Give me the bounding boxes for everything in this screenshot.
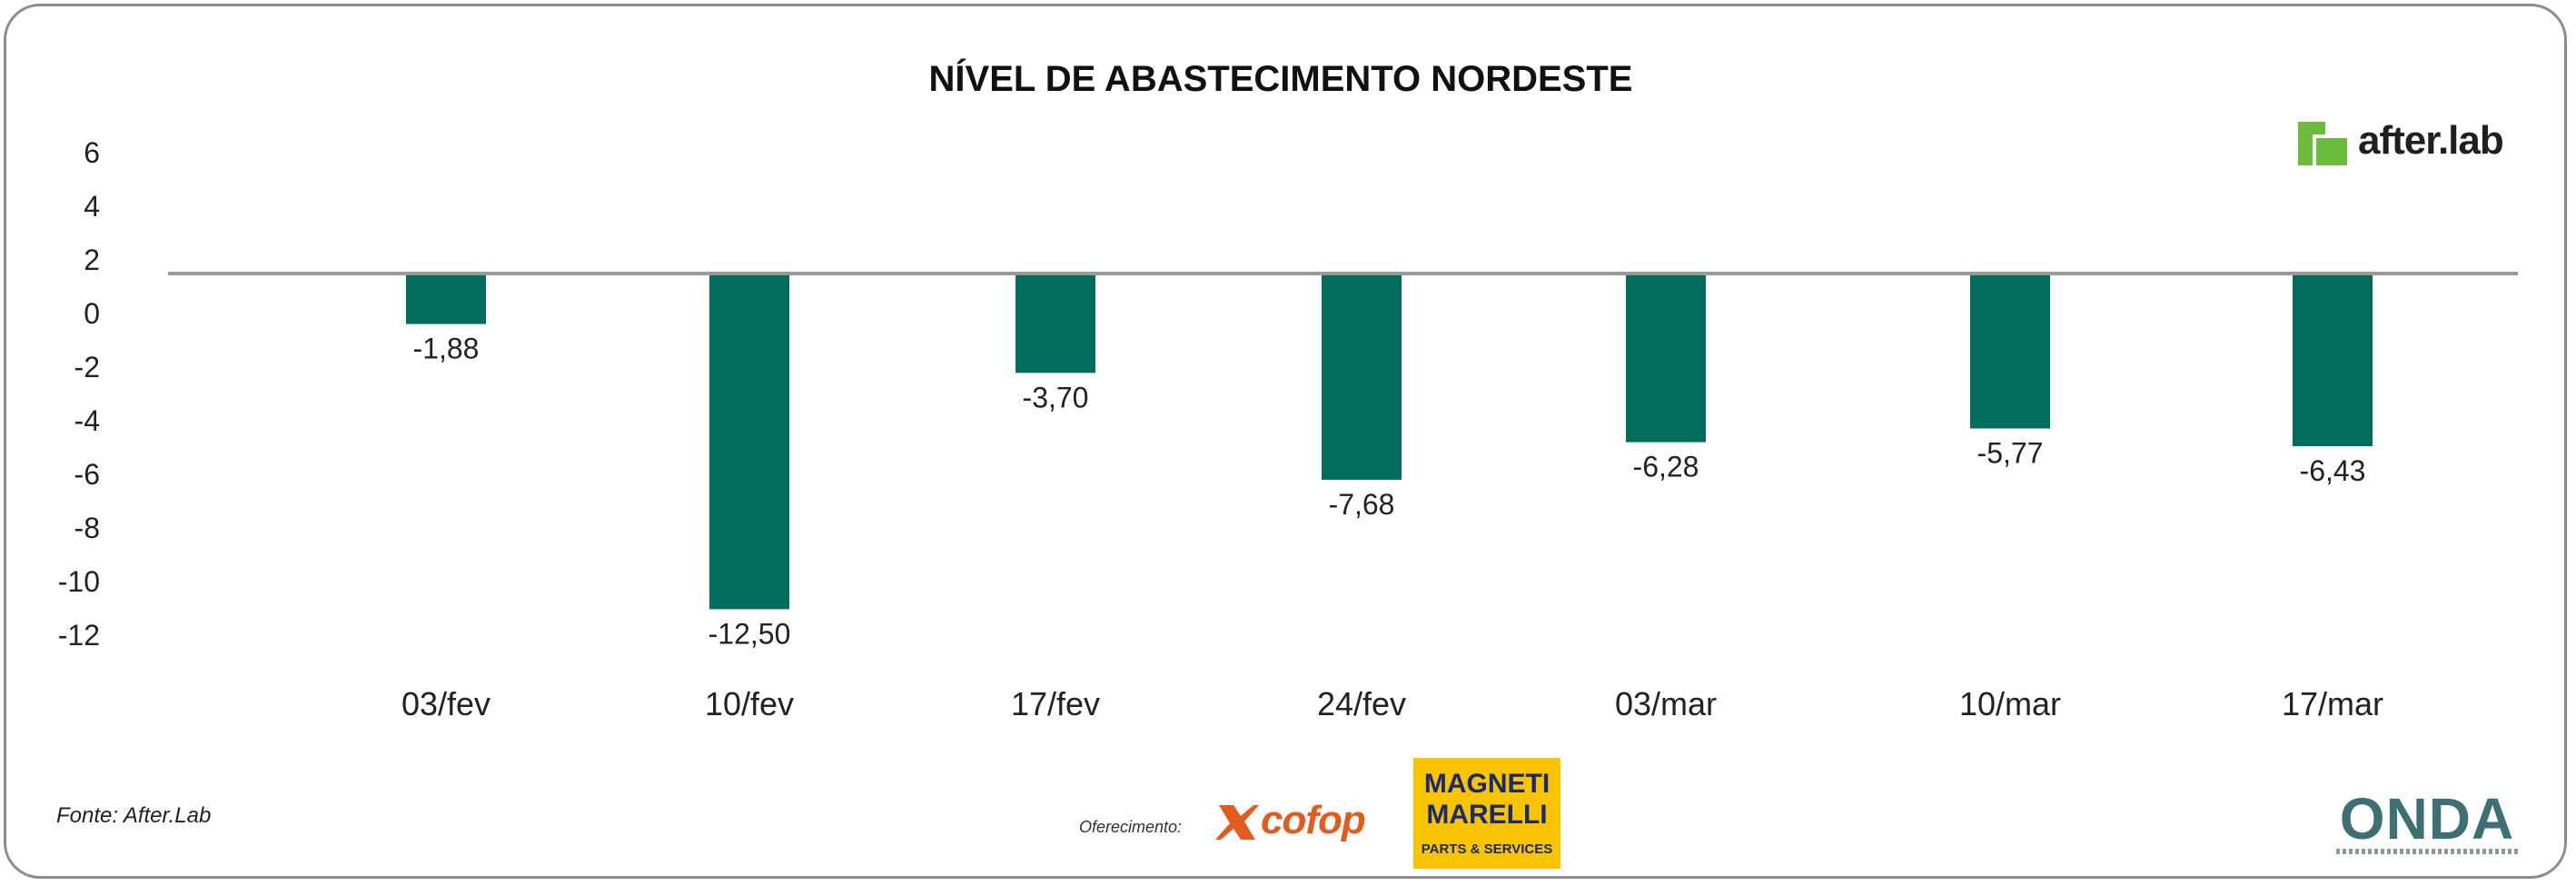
bars bbox=[406, 274, 2373, 610]
afterlab-wordmark: after.lab bbox=[2358, 118, 2504, 163]
bar bbox=[1626, 274, 1706, 443]
bar bbox=[1016, 274, 1095, 373]
source-note: Fonte: After.Lab bbox=[56, 803, 212, 828]
parts-services-line: PARTS & SERVICES bbox=[1421, 841, 1553, 857]
afterlab-mark-icon bbox=[2298, 122, 2347, 165]
marelli-line: MARELLI bbox=[1426, 800, 1548, 830]
bar bbox=[709, 274, 789, 610]
magneti-line: MAGNETI bbox=[1423, 769, 1551, 799]
x-tick-label: 03/fev bbox=[401, 685, 490, 722]
data-label: -5,77 bbox=[1977, 437, 2044, 470]
x-tick-label: 03/mar bbox=[1615, 685, 1717, 722]
bar bbox=[1970, 274, 2050, 429]
data-label: -6,28 bbox=[1633, 451, 1699, 483]
onda-logo: ONDA bbox=[2336, 785, 2518, 858]
cofop-logo: cofop bbox=[1214, 798, 1386, 845]
bar bbox=[406, 274, 486, 324]
onda-wordmark: ONDA bbox=[2339, 786, 2515, 851]
cofop-wordmark: cofop bbox=[1261, 798, 1366, 842]
x-tick-label: 24/fev bbox=[1317, 685, 1406, 722]
y-tick-label: -2 bbox=[74, 351, 100, 383]
y-tick-label: -4 bbox=[74, 404, 100, 437]
chart-title: NÍVEL DE ABASTECIMENTO NORDESTE bbox=[929, 58, 1633, 99]
data-label: -12,50 bbox=[708, 617, 791, 650]
y-tick-label: -6 bbox=[74, 458, 100, 491]
bar bbox=[1322, 274, 1402, 480]
y-axis: 6 4 2 0 -2 -4 -6 -8 -10 -12 bbox=[58, 136, 100, 652]
y-tick-label: -8 bbox=[74, 512, 100, 544]
y-tick-label: -12 bbox=[58, 619, 100, 652]
magneti-marelli-logo: MAGNETI MARELLI PARTS & SERVICES bbox=[1413, 758, 1560, 869]
x-axis: 03/fev 10/fev 17/fev 24/fev 03/mar 10/mar 17/m… bbox=[401, 685, 2383, 722]
y-tick-label: -10 bbox=[58, 565, 100, 598]
bar bbox=[2293, 274, 2373, 447]
value-labels: -1,88 -12,50 -3,70 -7,68 -6,28 -5,77 -6,43 bbox=[413, 333, 2366, 651]
data-label: -7,68 bbox=[1329, 488, 1395, 521]
y-tick-label: 6 bbox=[84, 136, 100, 169]
y-tick-label: 0 bbox=[84, 297, 100, 330]
data-label: -1,88 bbox=[413, 333, 480, 365]
afterlab-logo: after.lab bbox=[2294, 116, 2540, 171]
x-tick-label: 10/fev bbox=[705, 685, 794, 722]
onda-tagline-strip bbox=[2336, 849, 2518, 854]
cofop-mark-icon bbox=[1215, 805, 1259, 840]
y-tick-label: 4 bbox=[84, 190, 100, 223]
offer-label: Oferecimento: bbox=[1079, 818, 1183, 836]
x-tick-label: 10/mar bbox=[1959, 685, 2061, 722]
y-tick-label: 2 bbox=[84, 244, 100, 276]
x-tick-label: 17/mar bbox=[2282, 685, 2383, 722]
chart-frame bbox=[4, 4, 2567, 879]
x-tick-label: 17/fev bbox=[1011, 685, 1100, 722]
data-label: -6,43 bbox=[2300, 454, 2366, 487]
data-label: -3,70 bbox=[1023, 381, 1089, 413]
